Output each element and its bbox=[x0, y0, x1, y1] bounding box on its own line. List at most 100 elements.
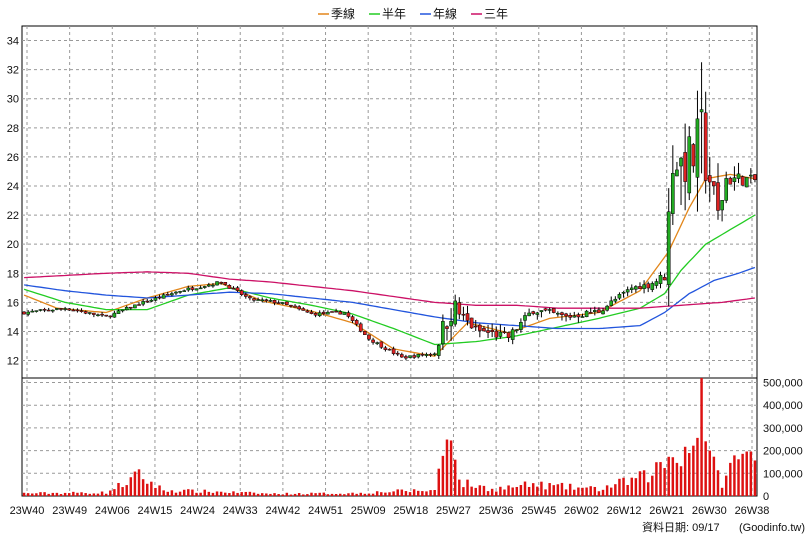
candle-body bbox=[634, 286, 638, 290]
volume-tick-label: 500,000 bbox=[763, 378, 803, 390]
volume-bar bbox=[47, 493, 50, 496]
volume-bar bbox=[265, 493, 268, 496]
volume-bar bbox=[273, 493, 276, 496]
candle-body bbox=[400, 354, 404, 358]
candle-body bbox=[753, 174, 757, 180]
candle-body bbox=[605, 305, 609, 311]
volume-bar bbox=[581, 487, 584, 496]
volume-bar bbox=[277, 494, 280, 496]
x-tick-label: 24W06 bbox=[95, 505, 130, 517]
grid-lines bbox=[22, 26, 757, 496]
volume-bar bbox=[347, 493, 350, 496]
candle-body bbox=[330, 311, 334, 313]
price-tick-label: 18 bbox=[7, 268, 19, 280]
volume-bar bbox=[568, 483, 572, 496]
volume-bar bbox=[129, 477, 133, 496]
volume-bar bbox=[380, 492, 383, 496]
candle-body bbox=[584, 310, 589, 318]
candle-body bbox=[395, 352, 400, 355]
volume-tick-label: 100,000 bbox=[763, 468, 803, 480]
volume-bar bbox=[495, 491, 498, 496]
volume-bar bbox=[675, 462, 679, 496]
volume-bar bbox=[375, 491, 379, 496]
candle-body bbox=[293, 305, 297, 308]
volume-bar bbox=[392, 491, 395, 496]
candle-body bbox=[749, 174, 753, 177]
candle-body bbox=[568, 315, 572, 318]
volume-bar bbox=[141, 479, 145, 496]
candle-body bbox=[404, 356, 408, 359]
candle-body bbox=[707, 175, 712, 183]
candle-body bbox=[358, 323, 363, 332]
candle-body bbox=[309, 311, 314, 314]
candle-body bbox=[149, 299, 154, 302]
candle-body bbox=[391, 348, 396, 354]
candle-body bbox=[498, 331, 503, 337]
legend-label: 半年 bbox=[382, 7, 406, 21]
candle-body bbox=[486, 330, 490, 333]
volume-bar bbox=[232, 491, 235, 496]
volume-bar bbox=[445, 439, 449, 496]
candle-body bbox=[699, 109, 704, 113]
volume-bar bbox=[700, 378, 703, 496]
candle-body bbox=[629, 287, 634, 290]
volume-bar bbox=[745, 451, 748, 496]
candle-body bbox=[387, 348, 392, 351]
candle-body bbox=[71, 309, 76, 312]
candle-body bbox=[256, 299, 260, 301]
volume-bar bbox=[610, 487, 613, 496]
candle-body bbox=[383, 347, 388, 350]
candle-body bbox=[728, 177, 733, 185]
volume-bar bbox=[117, 482, 120, 496]
candle-body bbox=[67, 308, 72, 311]
volume-bar bbox=[712, 456, 716, 496]
candle-body bbox=[473, 325, 478, 328]
ma-three-year-line bbox=[24, 271, 755, 309]
volume-bar bbox=[462, 487, 465, 496]
volume-bar bbox=[104, 493, 108, 496]
volume-bar bbox=[577, 487, 580, 496]
volume-bar bbox=[556, 484, 560, 496]
candle-body bbox=[482, 328, 486, 332]
candle-body bbox=[432, 353, 437, 356]
moving-average-lines bbox=[23, 173, 756, 357]
candle-body bbox=[92, 312, 96, 315]
candle-body bbox=[276, 302, 281, 304]
candle-body bbox=[428, 353, 433, 356]
volume-bar bbox=[531, 483, 535, 496]
volume-bar bbox=[536, 486, 539, 496]
candle-body bbox=[129, 306, 133, 309]
volume-axis-labels: 0 100,000 200,000 300,000 400,000 500,000 bbox=[763, 378, 803, 503]
volume-bar bbox=[741, 453, 744, 496]
price-tick-label: 16 bbox=[7, 297, 19, 309]
price-tick-label: 26 bbox=[7, 152, 19, 164]
volume-bar bbox=[343, 494, 346, 496]
candle-body bbox=[465, 313, 470, 321]
volume-bar bbox=[228, 493, 231, 496]
volume-bar bbox=[429, 490, 432, 496]
volume-bar bbox=[716, 470, 720, 496]
candle-body bbox=[108, 315, 113, 318]
volume-bar bbox=[630, 477, 633, 496]
x-tick-label: 25W27 bbox=[436, 505, 471, 517]
volume-bar bbox=[400, 489, 404, 496]
candle-body bbox=[268, 300, 273, 302]
candle-body bbox=[120, 309, 125, 312]
volume-bar bbox=[96, 493, 100, 496]
volume-bar bbox=[260, 493, 264, 496]
volume-bar bbox=[486, 491, 490, 496]
volume-bar bbox=[638, 471, 642, 496]
volume-bar bbox=[289, 494, 293, 496]
footer-source: (Goodinfo.tw) bbox=[739, 522, 805, 534]
volume-bar bbox=[388, 492, 391, 496]
x-tick-label: 26W38 bbox=[735, 505, 770, 517]
volume-bar bbox=[63, 492, 67, 496]
volume-bar bbox=[195, 492, 198, 496]
legend-label: 年線 bbox=[433, 6, 457, 21]
volume-bar bbox=[367, 493, 371, 496]
volume-bar bbox=[749, 451, 753, 496]
candle-body bbox=[506, 332, 511, 339]
candle-body bbox=[280, 302, 285, 304]
volume-tick-label: 300,000 bbox=[763, 423, 803, 435]
volume-bar bbox=[437, 468, 441, 496]
